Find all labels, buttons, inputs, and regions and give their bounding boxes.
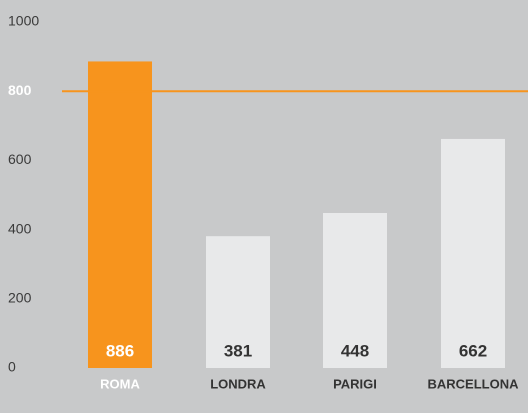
y-tick-label: 400 [8, 220, 32, 236]
y-tick-label: 800 [8, 82, 32, 98]
y-tick-label: 200 [8, 290, 32, 306]
value-label: 381 [224, 341, 252, 360]
bar [206, 236, 270, 368]
value-label: 448 [341, 341, 369, 360]
y-tick-label: 600 [8, 151, 32, 167]
value-label: 662 [459, 341, 487, 360]
x-tick-label: PARIGI [333, 376, 377, 391]
bar [323, 212, 387, 368]
x-tick-label: ROMA [100, 376, 140, 391]
bar [88, 61, 152, 368]
x-tick-label: BARCELLONA [428, 376, 520, 391]
y-tick-label: 0 [8, 359, 16, 375]
bar [441, 138, 505, 368]
x-tick-label: LONDRA [210, 376, 266, 391]
value-label: 886 [106, 341, 134, 360]
y-tick-label: 1000 [8, 13, 39, 29]
